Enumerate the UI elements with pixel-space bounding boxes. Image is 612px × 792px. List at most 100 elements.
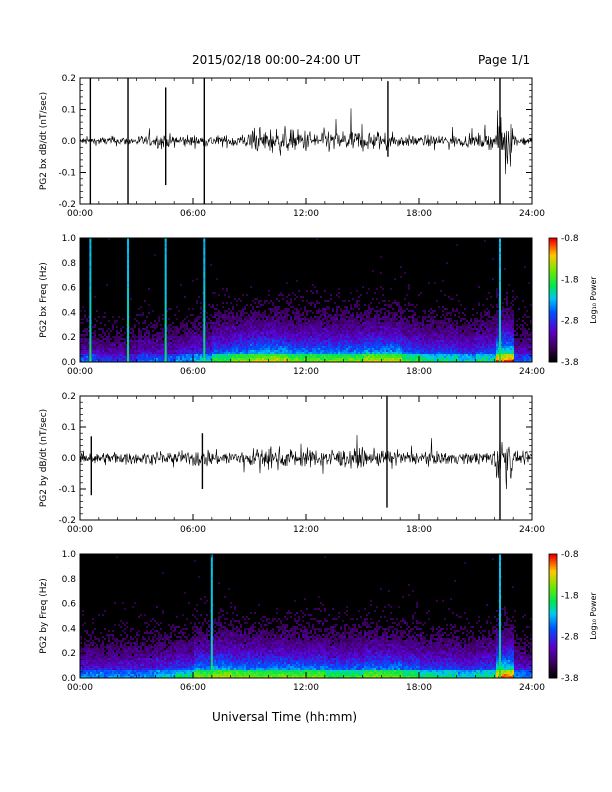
heat-cell — [446, 342, 448, 344]
heat-cell — [280, 360, 282, 362]
heat-cell — [454, 314, 456, 316]
heat-cell — [376, 330, 378, 332]
heat-cell — [268, 344, 270, 346]
heat-cell — [408, 324, 410, 326]
heat-cell — [378, 346, 380, 348]
heat-cell — [470, 342, 472, 344]
heat-cell — [384, 342, 386, 344]
heat-cell — [200, 348, 202, 350]
heat-cell — [472, 360, 474, 362]
heat-cell — [256, 340, 258, 342]
heat-cell — [288, 308, 290, 310]
heat-cell — [220, 312, 222, 314]
heat-cell — [374, 292, 376, 294]
heat-cell — [472, 332, 474, 334]
heat-cell — [408, 346, 410, 348]
heat-cell — [288, 334, 290, 336]
heat-cell — [214, 340, 216, 342]
heat-cell — [408, 326, 410, 328]
heat-cell — [350, 326, 352, 328]
heat-cell — [208, 338, 210, 340]
heat-cell — [192, 314, 194, 316]
heat-cell — [494, 336, 496, 338]
heat-cell — [470, 350, 472, 352]
heat-cell — [194, 336, 196, 338]
heat-cell — [304, 358, 306, 360]
heat-cell — [348, 320, 350, 322]
heat-cell — [254, 358, 256, 360]
heat-cell — [304, 348, 306, 350]
heat-cell — [242, 314, 244, 316]
heat-cell — [228, 358, 230, 360]
heat-cell — [280, 332, 282, 334]
heat-cell — [274, 320, 276, 322]
heat-cell — [378, 328, 380, 330]
heat-cell — [276, 328, 278, 330]
heat-cell — [292, 322, 294, 324]
heat-cell — [124, 348, 126, 350]
heat-cell — [480, 358, 482, 360]
heat-cell — [154, 334, 156, 336]
heat-cell — [440, 322, 442, 324]
heat-cell — [136, 314, 138, 316]
heat-cell — [468, 326, 470, 328]
heat-cell — [316, 316, 318, 318]
heat-cell — [398, 338, 400, 340]
heat-cell — [472, 342, 474, 344]
heat-cell — [318, 358, 320, 360]
heat-cell — [340, 356, 342, 358]
heat-cell — [80, 310, 82, 312]
heat-cell — [374, 350, 376, 352]
heat-cell — [464, 340, 466, 342]
y-tick-label: 0.2 — [62, 74, 76, 84]
heat-cell — [248, 324, 250, 326]
heat-cell — [414, 336, 416, 338]
heat-cell — [308, 336, 310, 338]
heat-cell — [328, 354, 330, 356]
heat-cell — [396, 328, 398, 330]
heat-cell — [246, 342, 248, 344]
heat-cell — [496, 332, 498, 334]
heat-cell — [288, 342, 290, 344]
heat-cell — [484, 332, 486, 334]
heat-cell — [384, 300, 386, 302]
heat-cell — [212, 322, 214, 324]
heat-cell — [158, 320, 160, 322]
heat-cell — [484, 326, 486, 328]
heat-cell — [488, 314, 490, 316]
heat-cell — [258, 346, 260, 348]
heat-cell — [310, 316, 312, 318]
heat-cell — [240, 354, 242, 356]
heat-cell — [212, 346, 214, 348]
heat-cell — [398, 348, 400, 350]
heat-cell — [80, 352, 82, 354]
heat-cell — [478, 334, 480, 336]
heat-cell — [458, 360, 460, 362]
heat-cell — [404, 328, 406, 330]
heat-cell — [342, 316, 344, 318]
heat-cell — [332, 334, 334, 336]
heat-cell — [342, 330, 344, 332]
heat-cell — [254, 352, 256, 354]
heat-cell — [246, 358, 248, 360]
heat-cell — [242, 294, 244, 296]
heat-cell — [388, 338, 390, 340]
heat-cell — [460, 336, 462, 338]
heat-cell — [400, 352, 402, 354]
heat-cell — [438, 352, 440, 354]
heat-cell — [188, 332, 190, 334]
heat-cell — [80, 334, 82, 336]
heat-cell — [392, 314, 394, 316]
heat-cell — [474, 320, 476, 322]
heat-cell — [480, 316, 482, 318]
heat-cell — [340, 316, 342, 318]
heat-cell — [272, 332, 274, 334]
heat-cell — [270, 340, 272, 342]
heat-cell — [290, 344, 292, 346]
heat-cell — [174, 340, 176, 342]
heat-cell — [110, 352, 112, 354]
heat-cell — [346, 360, 348, 362]
heat-cell — [230, 310, 232, 312]
series-line — [79, 108, 532, 175]
heat-cell — [296, 332, 298, 334]
